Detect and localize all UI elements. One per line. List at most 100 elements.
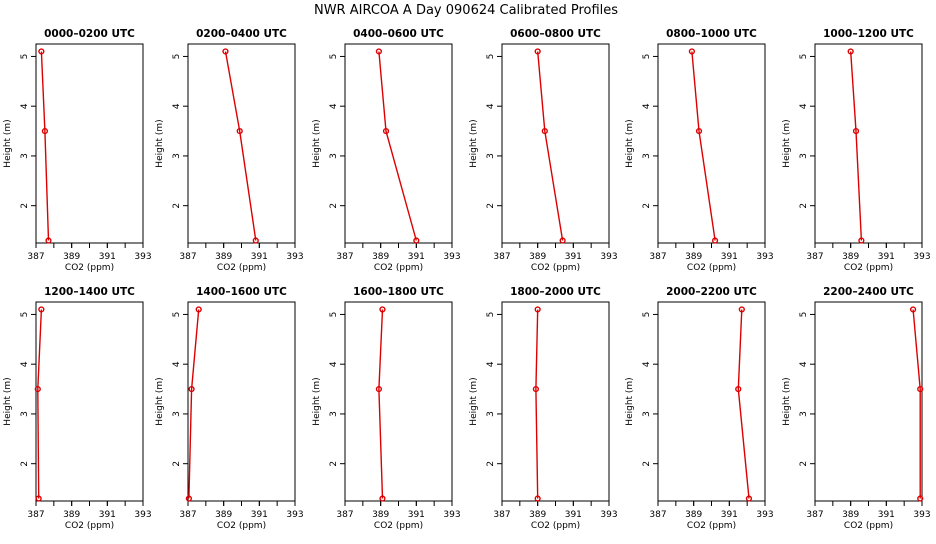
- y-tick-label: 5: [20, 54, 30, 60]
- panel-title: 1600–1800 UTC: [353, 286, 444, 298]
- x-tick-label: 387: [179, 510, 196, 520]
- chart-panel: 0200–0400 UTC 387 389 391 393 CO2 (ppm) 2 3 4 5 He…: [155, 28, 304, 273]
- y-tick-label: 3: [329, 411, 339, 417]
- y-tick-label: 4: [486, 103, 496, 109]
- data-point: [847, 48, 854, 55]
- y-tick-label: 3: [799, 153, 809, 159]
- y-tick-label: 2: [20, 203, 30, 209]
- y-tick-label: 2: [172, 203, 182, 209]
- x-tick-label: 387: [806, 252, 823, 262]
- x-tick-label: 387: [649, 252, 666, 262]
- x-tick-label: 393: [443, 252, 460, 262]
- profile-line: [737, 309, 750, 499]
- y-tick-label: 4: [329, 103, 339, 109]
- y-axis-label: Height (m): [312, 377, 322, 425]
- y-tick-label: 3: [642, 153, 652, 159]
- chart-panel: 2000–2200 UTC 387 389 391 393 CO2 (ppm) 2 3 4 5 He…: [625, 286, 774, 531]
- y-tick-label: 4: [329, 361, 339, 367]
- data-point: [534, 48, 541, 55]
- y-tick-label: 2: [20, 461, 30, 467]
- x-tick-label: 387: [179, 252, 196, 262]
- x-tick-label: 387: [493, 252, 510, 262]
- y-tick-label: 4: [799, 361, 809, 367]
- x-tick-label: 391: [721, 510, 738, 520]
- profile-line: [37, 309, 43, 499]
- data-point: [852, 127, 860, 135]
- profile-line: [850, 51, 863, 241]
- data-point: [379, 495, 386, 502]
- y-tick-label: 3: [486, 153, 496, 159]
- x-axis-label: CO2 (ppm): [374, 521, 423, 531]
- chart-panel: 0000–0200 UTC 387 389 391 393 CO2 (ppm) 2 3 4 5 He…: [3, 28, 152, 273]
- y-axis-label: Height (m): [625, 119, 635, 167]
- x-tick-label: 393: [756, 252, 773, 262]
- x-axis-label: CO2 (ppm): [217, 263, 266, 273]
- profile-line: [691, 51, 716, 241]
- data-point: [534, 306, 541, 313]
- chart-panel: 1800–2000 UTC 387 389 391 393 CO2 (ppm) 2 3 4 5 He…: [469, 286, 618, 531]
- y-axis-label: Height (m): [3, 377, 13, 425]
- data-point: [917, 385, 924, 393]
- x-axis-label: CO2 (ppm): [531, 263, 580, 273]
- x-axis-label: CO2 (ppm): [844, 263, 893, 273]
- profile-line: [188, 309, 200, 499]
- x-axis-label: CO2 (ppm): [65, 521, 114, 531]
- data-point: [738, 306, 745, 313]
- y-tick-label: 5: [329, 312, 339, 318]
- x-tick-label: 389: [842, 510, 859, 520]
- x-tick-label: 387: [806, 510, 823, 520]
- y-tick-label: 3: [329, 153, 339, 159]
- x-tick-label: 391: [565, 252, 582, 262]
- y-tick-label: 3: [20, 411, 30, 417]
- y-tick-label: 5: [329, 54, 339, 60]
- y-tick-label: 5: [642, 312, 652, 318]
- y-tick-label: 2: [642, 461, 652, 467]
- x-axis-label: CO2 (ppm): [844, 521, 893, 531]
- y-tick-label: 3: [20, 153, 30, 159]
- plot-frame: [187, 301, 296, 502]
- x-tick-label: 389: [685, 252, 702, 262]
- x-axis-label: CO2 (ppm): [687, 521, 736, 531]
- y-axis-label: Height (m): [469, 377, 479, 425]
- x-axis-label: CO2 (ppm): [374, 263, 423, 273]
- x-tick-label: 391: [99, 510, 116, 520]
- x-tick-label: 391: [565, 510, 582, 520]
- data-point: [34, 385, 41, 393]
- y-tick-label: 2: [172, 461, 182, 467]
- y-axis-label: Height (m): [3, 119, 13, 167]
- plot-frame: [814, 43, 923, 244]
- y-tick-label: 4: [642, 361, 652, 367]
- x-axis-label: CO2 (ppm): [65, 263, 114, 273]
- y-tick-label: 5: [20, 312, 30, 318]
- x-tick-label: 389: [63, 510, 80, 520]
- data-point: [195, 306, 202, 313]
- y-tick-label: 5: [799, 312, 809, 318]
- data-point: [532, 385, 539, 393]
- data-point: [917, 495, 924, 502]
- panel-title: 0800–1000 UTC: [666, 28, 757, 40]
- y-axis-label: Height (m): [155, 377, 165, 425]
- profile-line: [912, 309, 921, 499]
- plot-frame: [501, 301, 610, 502]
- panel-title: 2200–2400 UTC: [823, 286, 914, 298]
- y-tick-label: 4: [486, 361, 496, 367]
- x-tick-label: 393: [286, 510, 303, 520]
- y-tick-label: 4: [642, 103, 652, 109]
- y-tick-label: 5: [486, 54, 496, 60]
- y-tick-label: 2: [642, 203, 652, 209]
- y-tick-label: 5: [486, 312, 496, 318]
- plot-frame: [501, 43, 610, 244]
- panel-title: 1400–1600 UTC: [196, 286, 287, 298]
- y-tick-label: 2: [329, 203, 339, 209]
- x-tick-label: 389: [63, 252, 80, 262]
- chart-panel: 1600–1800 UTC 387 389 391 393 CO2 (ppm) 2 3 4 5 He…: [312, 286, 461, 531]
- chart-panel: 1000–1200 UTC 387 389 391 393 CO2 (ppm) 2 3 4 5 He…: [782, 28, 931, 273]
- y-tick-label: 4: [172, 361, 182, 367]
- chart-panel: 1200–1400 UTC 387 389 391 393 CO2 (ppm) 2 3 4 5 He…: [3, 286, 152, 531]
- panel-grid: 0000–0200 UTC 387 389 391 393 CO2 (ppm) 2 3 4 5 He…: [3, 28, 931, 531]
- data-point: [38, 306, 45, 313]
- x-tick-label: 391: [721, 252, 738, 262]
- x-tick-label: 393: [913, 510, 930, 520]
- y-tick-label: 2: [486, 461, 496, 467]
